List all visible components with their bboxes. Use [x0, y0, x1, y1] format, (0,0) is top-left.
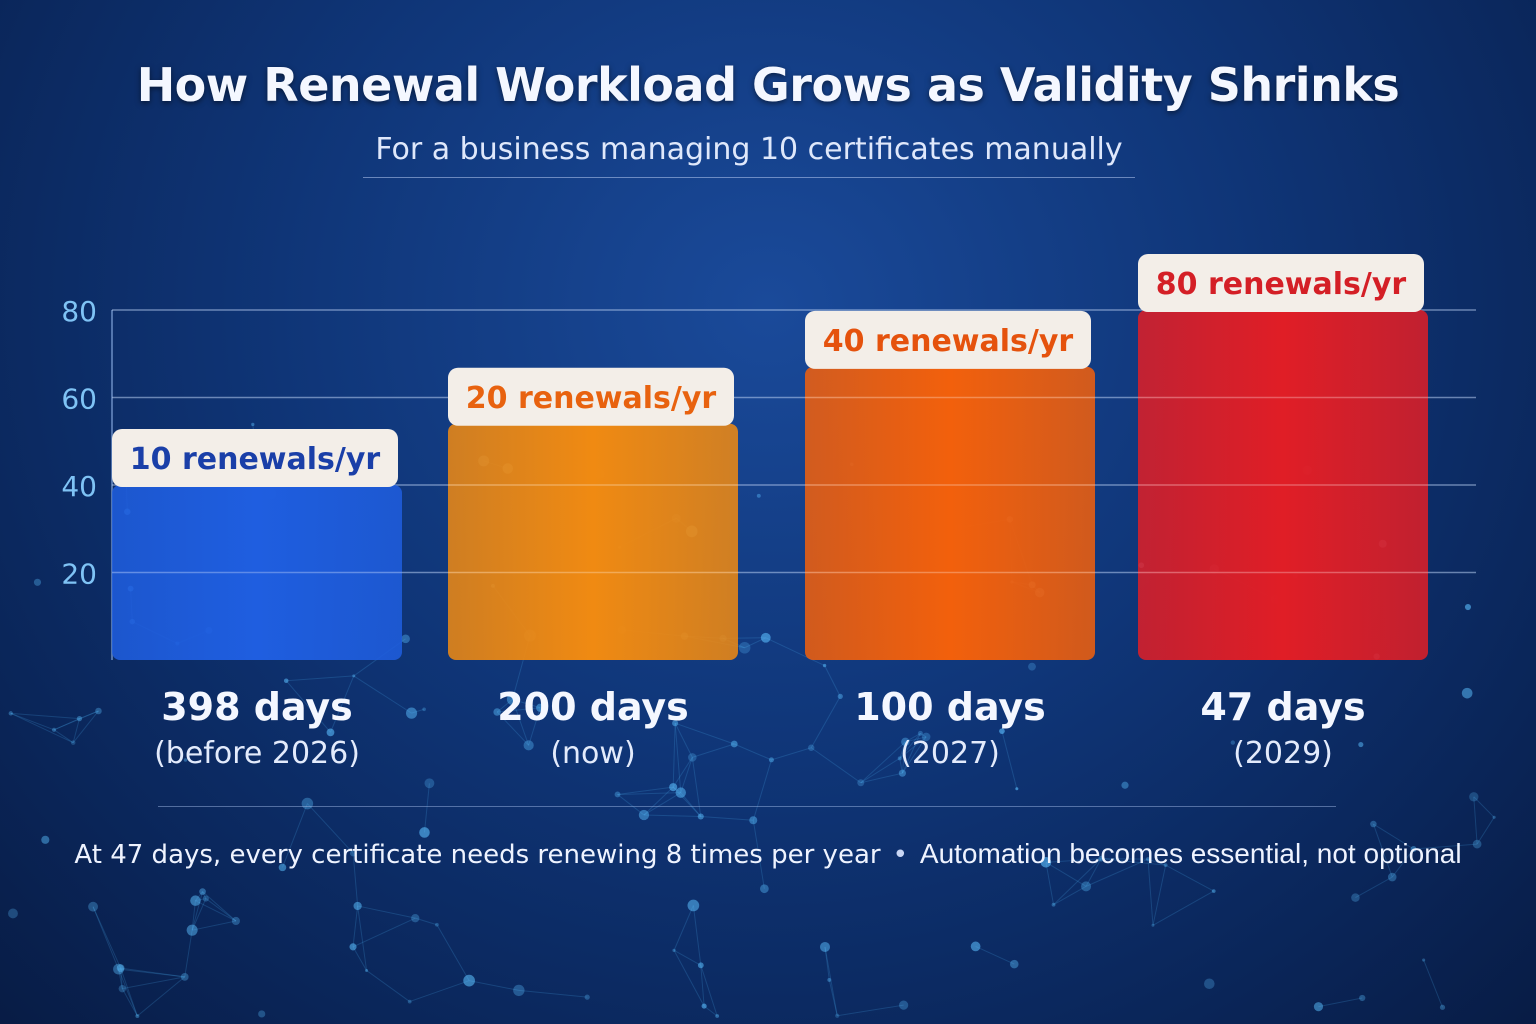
x-tick-sublabel: (before 2026)	[154, 736, 360, 771]
data-label-box	[112, 429, 398, 487]
data-label: 80 renewals/yr	[1156, 267, 1407, 302]
bar	[805, 366, 1095, 660]
bar-group-3: 40 renewals/yr 100 days (2027)	[805, 310, 1095, 771]
data-label: 20 renewals/yr	[466, 381, 717, 416]
footer-right-text: Automation becomes essential, not option…	[919, 838, 1462, 869]
bar	[448, 423, 738, 660]
x-tick-label: 47 days	[1200, 685, 1365, 729]
bar-group-2: 20 renewals/yr 200 days (now)	[448, 367, 738, 771]
footer-divider	[158, 806, 1336, 807]
bar	[1138, 310, 1428, 660]
footer-left-text: At 47 days, every certificate needs rene…	[74, 840, 881, 870]
chart-title: How Renewal Workload Grows as Validity S…	[136, 58, 1400, 112]
x-tick-sublabel: (now)	[550, 736, 635, 771]
data-label: 10 renewals/yr	[130, 442, 381, 477]
x-tick-label: 398 days	[161, 685, 353, 729]
data-label-box	[805, 310, 1091, 369]
footer-separator: •	[892, 840, 908, 870]
y-tick-label: 20	[61, 558, 97, 591]
x-tick-sublabel: (2029)	[1233, 736, 1333, 771]
x-tick-sublabel: (2027)	[900, 736, 1000, 771]
data-label-box	[1138, 254, 1424, 312]
y-tick-label: 80	[61, 295, 97, 328]
footer-note: At 47 days, every certificate needs rene…	[0, 838, 1536, 870]
data-label-box	[448, 367, 734, 426]
data-label: 40 renewals/yr	[823, 324, 1074, 359]
y-tick-label: 60	[61, 383, 97, 416]
chart-subtitle: For a business managing 10 certificates …	[363, 132, 1135, 178]
x-tick-label: 100 days	[854, 685, 1046, 729]
x-tick-label: 200 days	[497, 685, 689, 729]
bar-group-4: 80 renewals/yr 47 days (2029)	[1138, 254, 1428, 771]
bar	[112, 485, 402, 660]
y-tick-label: 40	[61, 470, 97, 503]
bar-group-1: 10 renewals/yr 398 days (before 2026)	[112, 429, 402, 771]
